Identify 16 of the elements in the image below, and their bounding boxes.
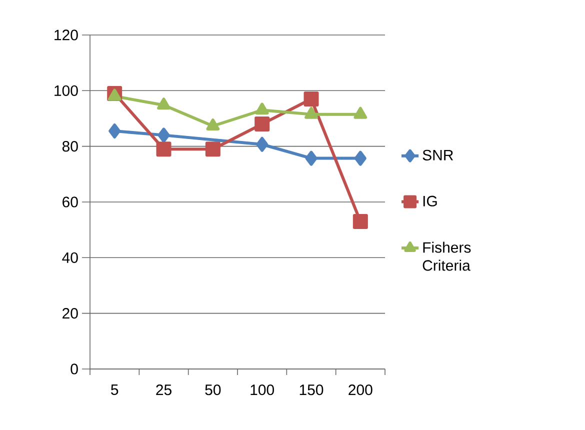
y-tick-label: 60 xyxy=(62,196,78,208)
x-tick-label: 5 xyxy=(111,384,118,395)
legend-label: SNR xyxy=(422,150,454,160)
y-tick-label: 80 xyxy=(62,141,78,152)
x-tick-label: 50 xyxy=(205,384,221,396)
y-tick-label: 100 xyxy=(54,85,78,96)
x-tick-label: 25 xyxy=(156,384,172,396)
x-tick-label: 200 xyxy=(348,384,372,396)
y-tick-label: 0 xyxy=(70,364,78,374)
legend-label: Fishers Criteria xyxy=(422,242,471,271)
x-tick-label: 100 xyxy=(250,384,274,396)
y-tick-label: 20 xyxy=(62,308,78,319)
legend-label: IG xyxy=(423,196,437,206)
y-tick-label: 40 xyxy=(62,252,78,263)
y-tick-label: 120 xyxy=(54,30,78,40)
x-tick-label: 150 xyxy=(300,384,324,396)
